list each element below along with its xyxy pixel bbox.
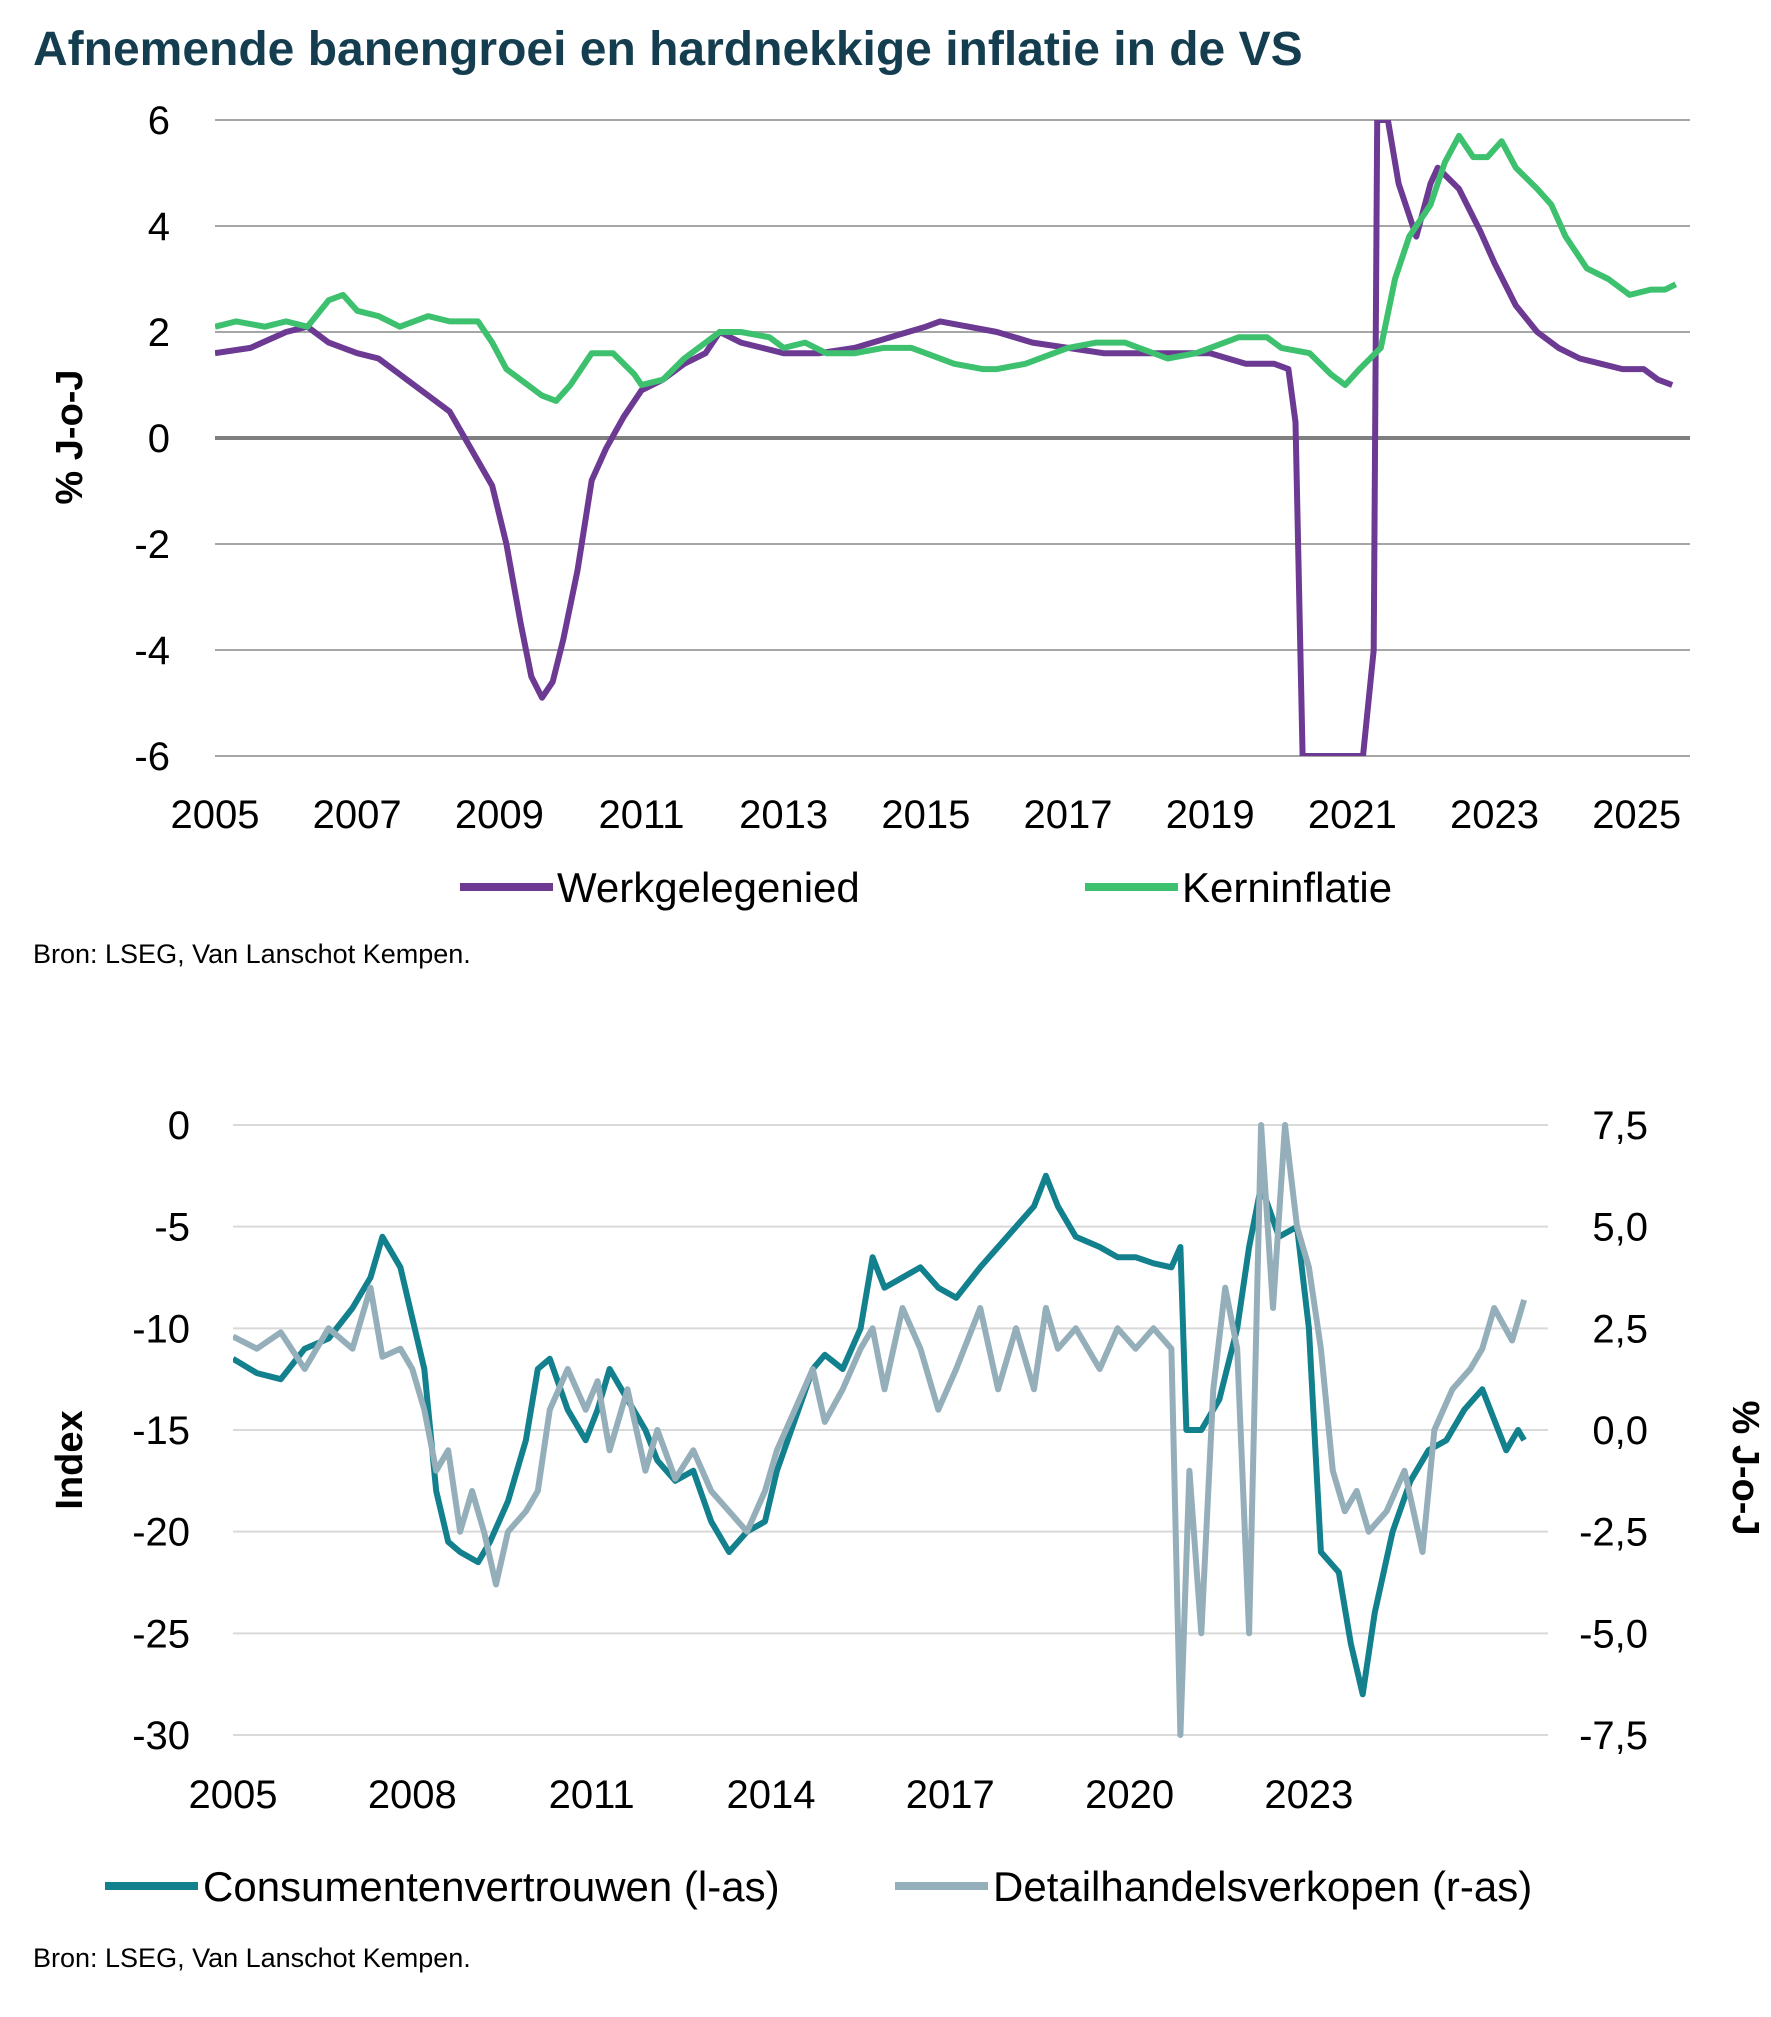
- legend-label-kerninflatie: Kerninflatie: [1182, 864, 1392, 911]
- chart1-x-tick: 2007: [313, 793, 402, 837]
- chart2-gridlines: [233, 1124, 1548, 1736]
- chart2-left-y-tick-labels: 0 -5 -10 -15 -20 -25 -30: [132, 1104, 190, 1758]
- chart1-y-axis-label: % J-o-J: [49, 369, 91, 504]
- chart1-y-tick: -4: [134, 629, 170, 673]
- chart1-x-tick: 2023: [1450, 793, 1539, 837]
- chart1-x-tick: 2009: [455, 793, 544, 837]
- chart-confidence-retail: 0 -5 -10 -15 -20 -25 -30 7,5 5,0 2,5 0,0 -2,5 -5,0 -…: [33, 1104, 1766, 1973]
- chart2-right-y-tick: -7,5: [1579, 1714, 1648, 1758]
- chart1-x-tick: 2015: [881, 793, 970, 837]
- chart2-source-note: Bron: LSEG, Van Lanschot Kempen.: [33, 1943, 471, 1973]
- chart1-series-lines: [215, 120, 1678, 756]
- chart1-y-tick: -2: [134, 523, 170, 567]
- chart1-series-line-werkgelegenheid: [215, 120, 1674, 756]
- chart2-right-y-tick: 2,5: [1592, 1307, 1648, 1351]
- chart1-y-tick-labels: 6 4 2 0 -2 -4 -6: [134, 99, 170, 779]
- legend-label-werkgelegenheid: Werkgelegenied: [557, 864, 860, 911]
- chart1-gridlines: [215, 119, 1690, 757]
- chart2-left-y-axis-label: Index: [49, 1410, 91, 1509]
- chart2-left-y-tick: -15: [132, 1409, 190, 1453]
- chart2-series-line-detailhandelsverkopen: [233, 1122, 1527, 1738]
- chart1-x-tick-labels: 2005 2007 2009 2011 2013 2015 2017 2019 2021 2023…: [171, 793, 1682, 837]
- chart2-x-tick: 2011: [549, 1773, 635, 1817]
- chart2-left-y-tick: -10: [132, 1307, 190, 1351]
- chart2-legend: Consumentenvertrouwen (l-as) Detailhande…: [105, 1863, 1532, 1910]
- page-title: Afnemende banengroei en hardnekkige infl…: [33, 23, 1303, 76]
- chart1-series-line-kerninflatie: [215, 132, 1678, 404]
- chart1-source-note: Bron: LSEG, Van Lanschot Kempen.: [33, 939, 471, 969]
- legend-label-consumentenvertrouwen: Consumentenvertrouwen (l-as): [203, 1863, 780, 1910]
- chart2-left-y-tick: -20: [132, 1511, 190, 1555]
- chart2-right-y-tick: -2,5: [1579, 1511, 1648, 1555]
- chart1-y-tick: 2: [148, 311, 170, 355]
- chart1-y-tick: -6: [134, 735, 170, 779]
- chart2-x-tick: 2008: [368, 1773, 457, 1817]
- chart2-right-y-tick: 7,5: [1592, 1104, 1648, 1148]
- chart2-left-y-tick: -5: [154, 1206, 190, 1250]
- legend-label-detailhandelsverkopen: Detailhandelsverkopen (r-as): [993, 1863, 1532, 1910]
- chart2-series-line-consumentenvertrouwen: [233, 1172, 1527, 1698]
- chart1-x-tick: 2019: [1166, 793, 1255, 837]
- chart2-right-y-axis-label: % J-o-J: [1724, 1400, 1766, 1535]
- chart1-y-tick: 0: [148, 417, 170, 461]
- chart2-x-tick: 2017: [906, 1773, 995, 1817]
- chart2-right-y-tick-labels: 7,5 5,0 2,5 0,0 -2,5 -5,0 -7,5: [1579, 1104, 1648, 1758]
- chart2-x-tick: 2020: [1085, 1773, 1174, 1817]
- chart2-x-tick: 2014: [726, 1773, 815, 1817]
- chart2-left-y-tick: -25: [132, 1612, 190, 1656]
- chart1-x-tick: 2025: [1592, 793, 1681, 837]
- chart1-y-tick: 6: [148, 99, 170, 143]
- chart2-right-y-tick: 0,0: [1592, 1409, 1648, 1453]
- chart2-series-lines: [233, 1122, 1527, 1738]
- chart2-right-y-tick: 5,0: [1592, 1206, 1648, 1250]
- chart1-x-tick: 2013: [739, 793, 828, 837]
- chart1-x-tick: 2021: [1308, 793, 1397, 837]
- chart2-x-tick: 2005: [189, 1773, 278, 1817]
- chart2-right-y-tick: -5,0: [1579, 1612, 1648, 1656]
- chart2-x-tick-labels: 2005 2008 2011 2014 2017 2020 2023: [189, 1773, 1354, 1817]
- chart2-left-y-tick: -30: [132, 1714, 190, 1758]
- chart2-x-tick: 2023: [1264, 1773, 1353, 1817]
- chart1-x-tick: 2017: [1024, 793, 1113, 837]
- chart1-x-tick: 2011: [598, 793, 684, 837]
- chart2-left-y-tick: 0: [168, 1104, 190, 1148]
- chart1-x-tick: 2005: [171, 793, 260, 837]
- chart1-legend: Werkgelegenied Kerninflatie: [460, 864, 1392, 911]
- chart1-y-tick: 4: [148, 205, 170, 249]
